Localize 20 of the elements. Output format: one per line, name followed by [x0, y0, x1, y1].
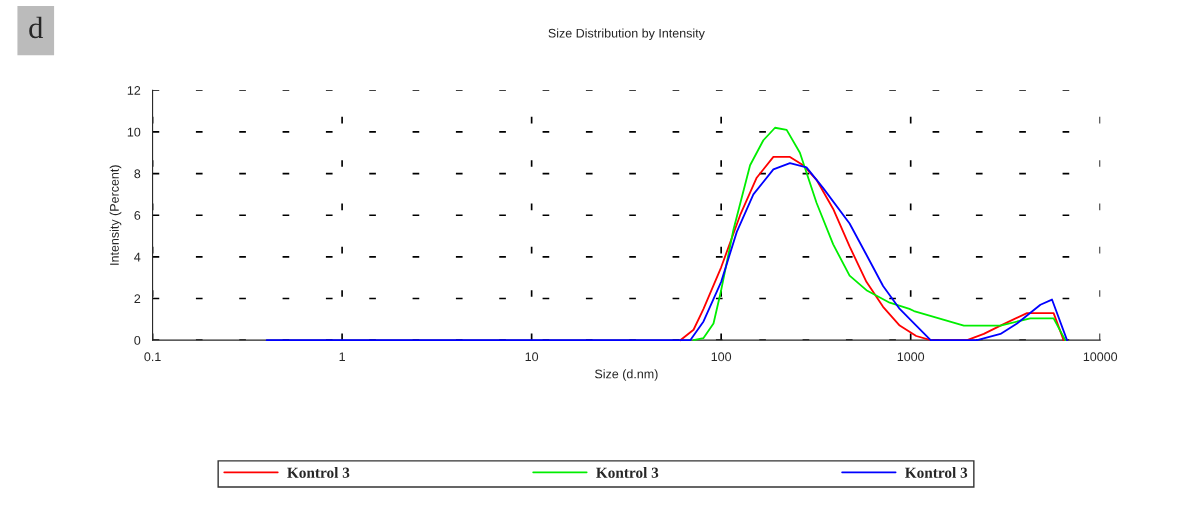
x-tick-label: 10000 — [1083, 352, 1118, 362]
y-tick-label: 4 — [134, 252, 141, 262]
y-axis-title: Intensity (Percent) — [109, 165, 122, 265]
legend-label: Kontrol 3 — [596, 467, 659, 478]
legend-label: Kontrol 3 — [905, 467, 968, 478]
legend-label: Kontrol 3 — [287, 467, 350, 478]
y-tick-label: 6 — [134, 211, 141, 220]
y-tick-label: 0 — [134, 335, 141, 345]
x-tick-label: 10 — [525, 352, 539, 362]
x-tick-label: 100 — [711, 352, 732, 362]
x-tick-label: 1000 — [897, 352, 925, 362]
y-tick-label: 8 — [134, 169, 141, 179]
chart-title: Size Distribution by Intensity — [548, 28, 705, 41]
y-tick-label: 12 — [127, 86, 141, 95]
x-tick-label: 1 — [339, 352, 345, 362]
y-tick-label: 2 — [134, 294, 141, 304]
x-tick-label: 0.1 — [144, 352, 161, 362]
x-axis-title: Size (d.nm) — [595, 369, 658, 381]
y-tick-label: 10 — [127, 127, 141, 137]
text: d — [29, 16, 44, 39]
